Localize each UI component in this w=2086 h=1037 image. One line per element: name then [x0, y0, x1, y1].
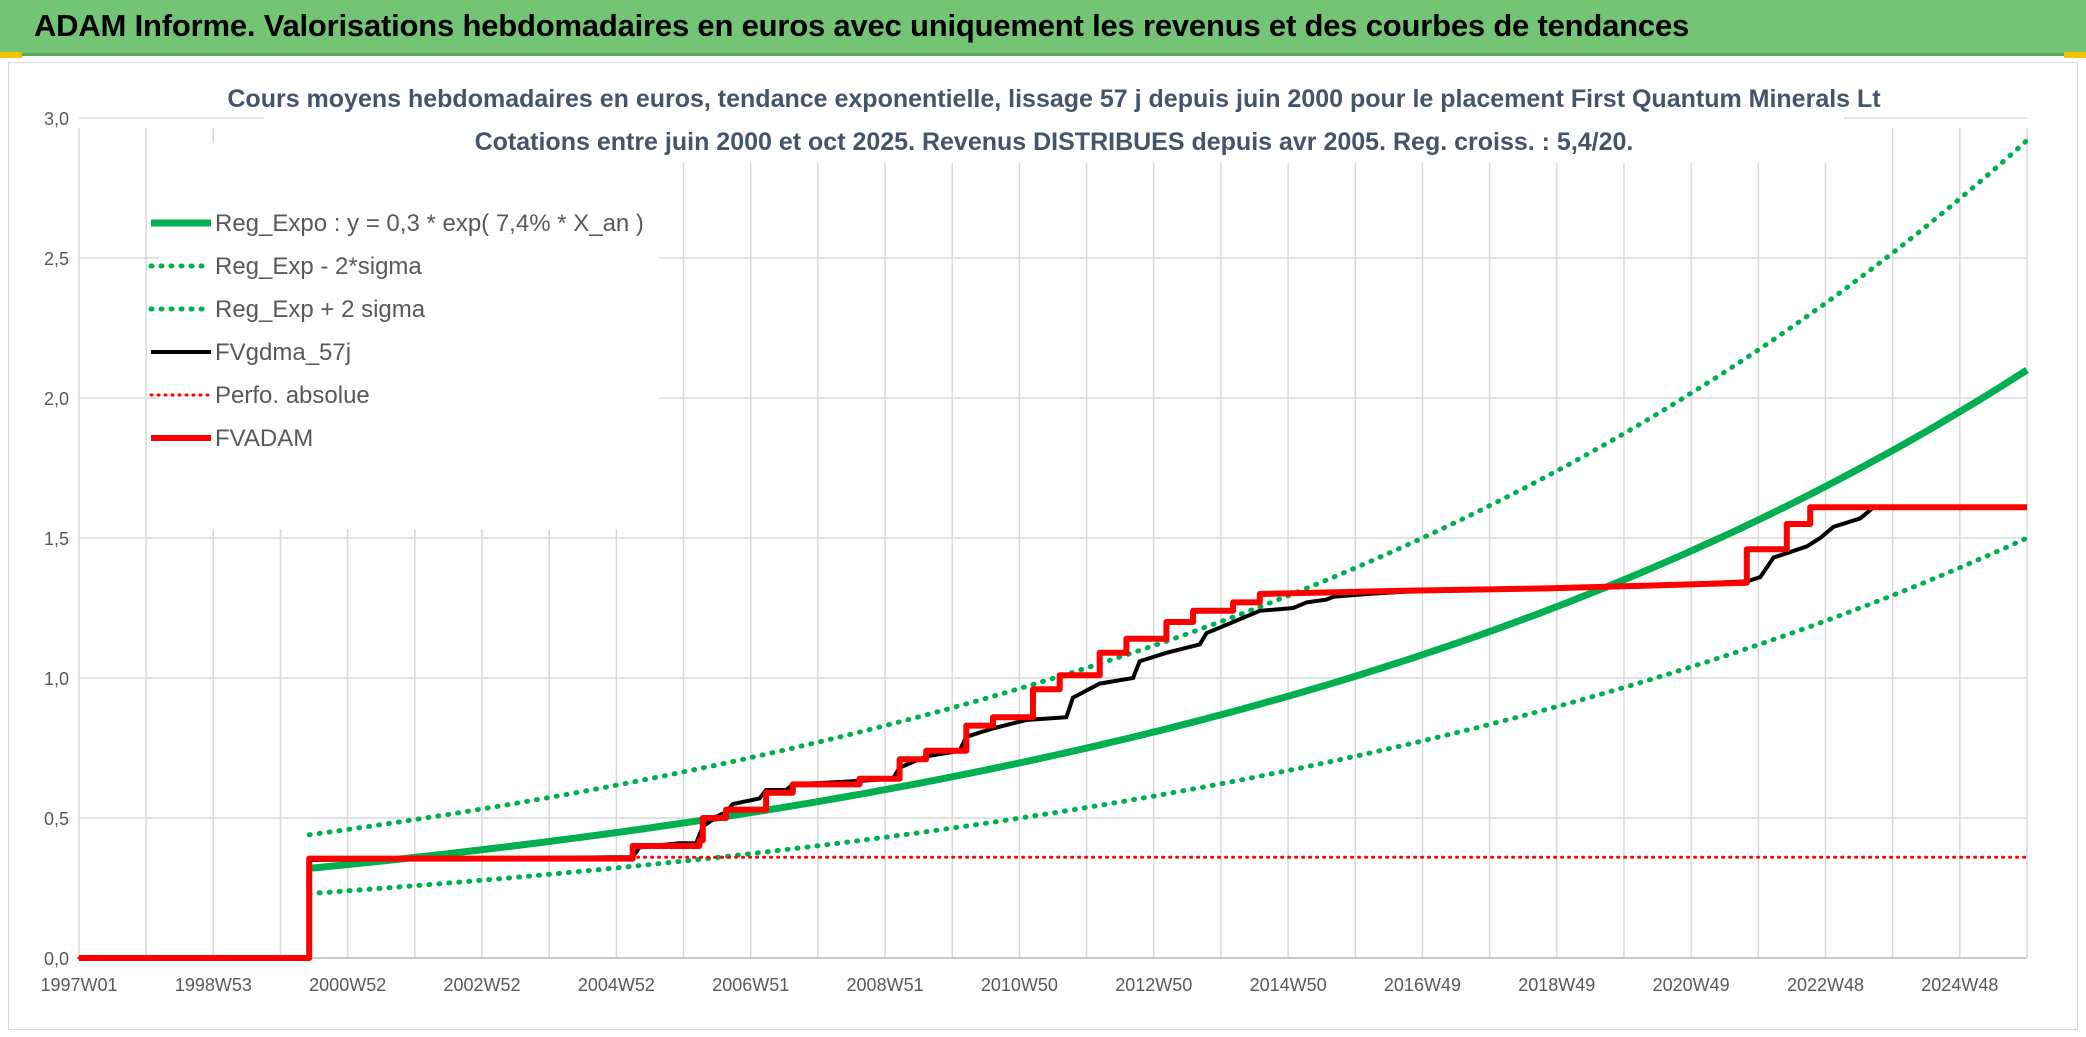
x-tick-label: 2000W52	[309, 975, 386, 995]
y-tick-label: 1,5	[44, 529, 69, 549]
legend-label: FVgdma_57j	[215, 339, 351, 366]
y-tick-label: 0,0	[44, 949, 69, 969]
axes: 0,0 0,5 1,0 1,5 2,0 2,5 3,0 1997W01 1998W53 2000W…	[40, 109, 2027, 995]
legend-label: Reg_Exp - 2*sigma	[215, 253, 422, 280]
x-tick-label: 2016W49	[1384, 975, 1461, 995]
y-tick-label: 2,0	[44, 389, 69, 409]
x-tick-label: 2006W51	[712, 975, 789, 995]
x-tick-label: 2002W52	[444, 975, 521, 995]
chart-subtitle: Cotations entre juin 2000 et oct 2025. R…	[475, 128, 1634, 156]
legend-label: Reg_Expo : y = 0,3 * exp( 7,4% * X_an )	[215, 210, 644, 237]
plot-series	[77, 137, 2030, 961]
x-tick-label: 2018W49	[1518, 975, 1595, 995]
x-tick-label: 1998W53	[175, 975, 252, 995]
title-background	[264, 71, 1844, 163]
x-tick-label: 2020W49	[1653, 975, 1730, 995]
x-tick-label: 2012W50	[1115, 975, 1192, 995]
chart-title: Cours moyens hebdomadaires en euros, ten…	[227, 85, 1881, 113]
legend-label: Reg_Exp + 2 sigma	[215, 296, 426, 323]
series-line-4	[77, 855, 2029, 960]
corner-accent-left	[0, 52, 22, 58]
header-banner: ADAM Informe. Valorisations hebdomadaire…	[0, 0, 2086, 56]
corner-accent-right	[2064, 52, 2086, 58]
x-tick-label: 2004W52	[578, 975, 655, 995]
x-tick-label: 2022W48	[1787, 975, 1864, 995]
series-line-5	[79, 504, 2027, 961]
y-tick-label: 0,5	[44, 809, 69, 829]
legend-label: FVADAM	[215, 425, 313, 452]
y-tick-label: 3,0	[44, 109, 69, 129]
x-tick-label: 2014W50	[1250, 975, 1327, 995]
x-tick-label: 1997W01	[40, 975, 117, 995]
chart: 0,0 0,5 1,0 1,5 2,0 2,5 3,0 1997W01 1998W53 2000W…	[40, 71, 2030, 995]
chart-frame: 0,0 0,5 1,0 1,5 2,0 2,5 3,0 1997W01 1998W53 2000W…	[8, 62, 2078, 1030]
legend: Reg_Expo : y = 0,3 * exp( 7,4% * X_an ) R…	[148, 210, 644, 452]
y-tick-label: 1,0	[44, 669, 69, 689]
y-tick-label: 2,5	[44, 249, 69, 269]
legend-background	[159, 143, 659, 529]
x-tick-label: 2008W51	[847, 975, 924, 995]
legend-label: Perfo. absolue	[215, 382, 370, 409]
x-tick-label: 2024W48	[1921, 975, 1998, 995]
series-line-0	[308, 367, 2029, 872]
page-title: ADAM Informe. Valorisations hebdomadaire…	[34, 8, 1690, 43]
x-tick-label: 2010W50	[981, 975, 1058, 995]
